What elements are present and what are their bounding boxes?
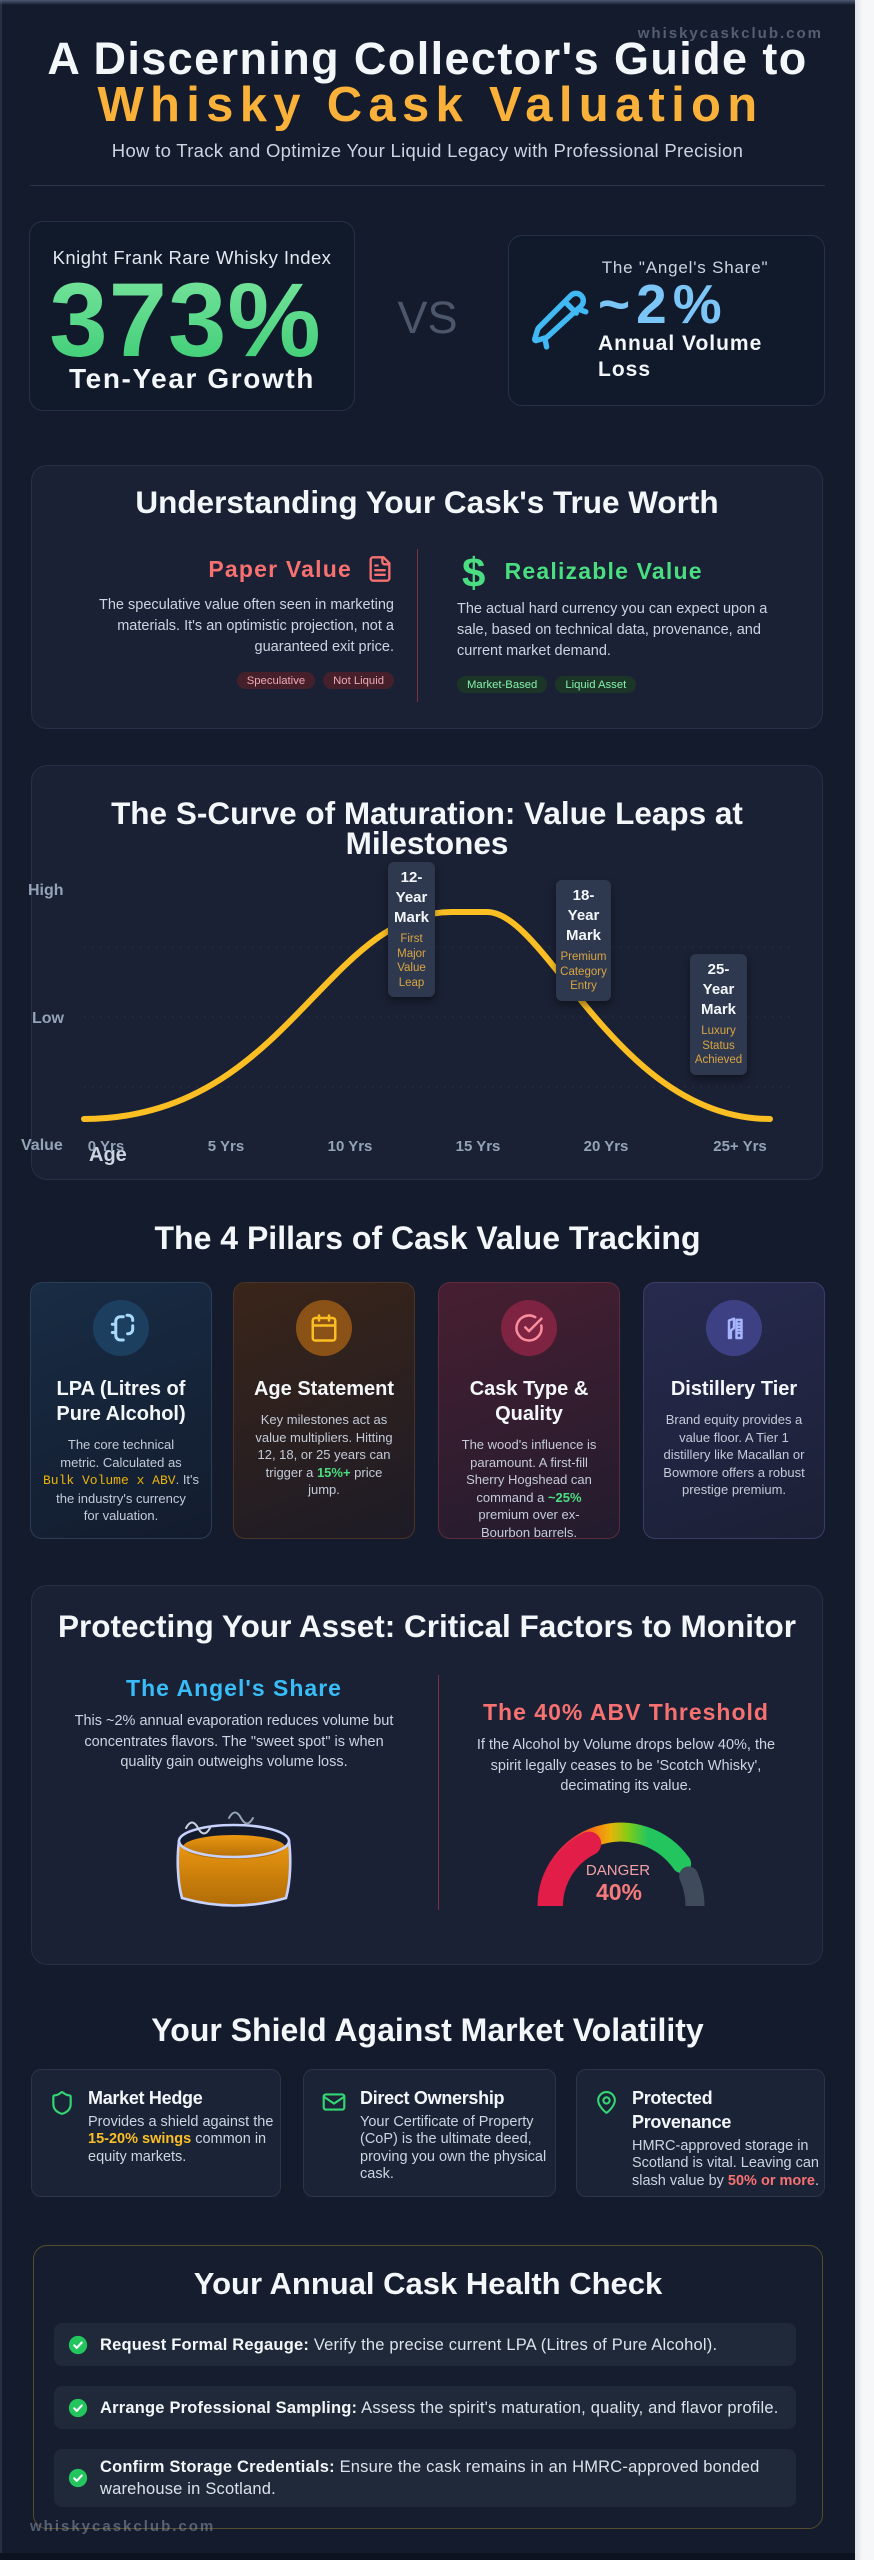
svg-text:DANGER: DANGER bbox=[586, 1862, 650, 1879]
svg-text:40%: 40% bbox=[596, 1879, 642, 1905]
